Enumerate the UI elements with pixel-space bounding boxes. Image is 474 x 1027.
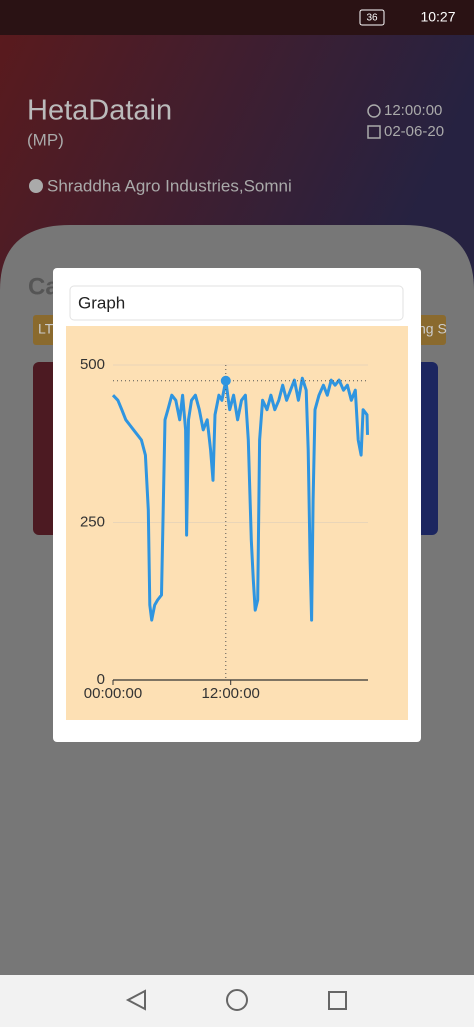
status-time: 10:27 <box>420 9 455 25</box>
x-tick-label: 12:00:00 <box>201 685 259 702</box>
status-bar <box>0 0 474 35</box>
nav-bar <box>0 975 474 1027</box>
dialog-title: Graph <box>78 293 125 312</box>
crosshair-point <box>220 375 231 386</box>
header-time: 12:00:00 <box>384 102 442 119</box>
battery-icon <box>359 9 385 26</box>
calendar-icon <box>367 125 381 139</box>
clock-icon <box>367 104 381 118</box>
dialog-title-box <box>69 285 404 321</box>
home-button[interactable] <box>226 989 248 1011</box>
y-tick-label: 500 <box>80 356 105 373</box>
header-subtitle: (MP) <box>27 130 64 149</box>
battery-level: 36 <box>366 13 378 24</box>
y-tick-label: 0 <box>97 671 105 688</box>
location-icon <box>29 179 43 193</box>
header-date: 02-06-20 <box>384 123 444 140</box>
chip-label: LT <box>38 321 54 337</box>
header-title: HetaDatain <box>27 95 172 127</box>
recents-button[interactable] <box>328 991 347 1010</box>
x-tick-label: 00:00:00 <box>84 685 142 702</box>
y-tick-label: 250 <box>80 513 105 530</box>
back-button[interactable] <box>125 989 146 1011</box>
data-line <box>111 376 369 622</box>
header-location: Shraddha Agro Industries,Somni <box>47 176 292 195</box>
chip-label: ng S <box>418 321 447 337</box>
